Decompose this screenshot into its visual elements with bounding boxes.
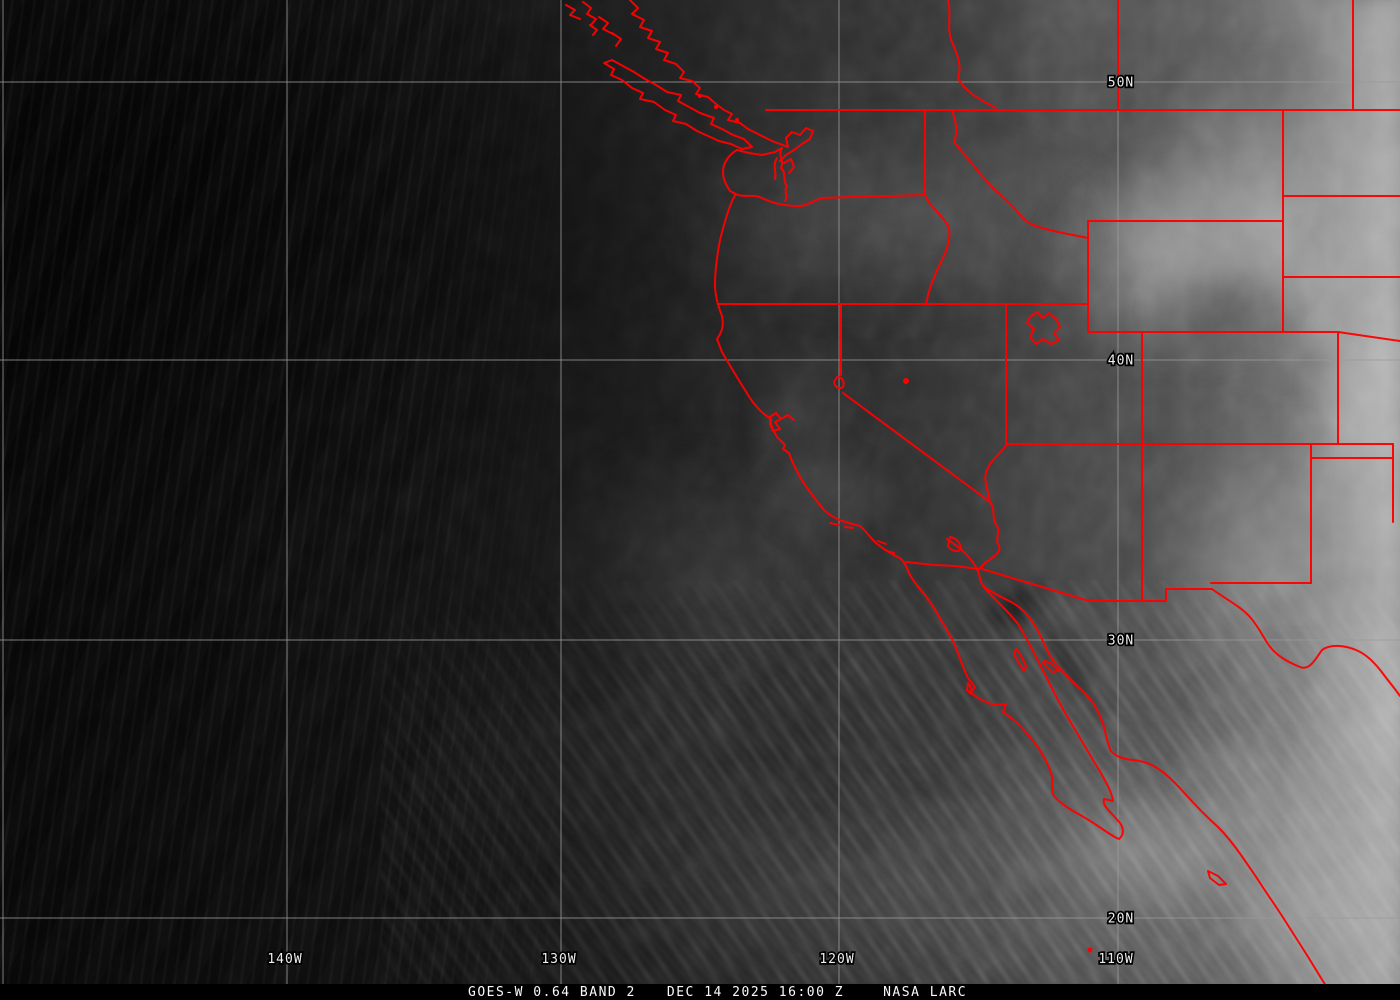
border-nv-az-river-path [984, 443, 1008, 503]
border-ca-mexico-path [905, 561, 979, 570]
strait-island-dot3 [735, 118, 739, 122]
border-id-mt-path [951, 109, 1089, 239]
strait-island-dot2 [714, 105, 718, 109]
rio-grande-path [1211, 588, 1400, 697]
puget-sound-path [773, 147, 795, 202]
lake-tahoe-path [833, 376, 845, 390]
border-ca-nv-path [840, 303, 991, 503]
isla-tiburon-path [1042, 660, 1059, 673]
coast-bc-mainland-path [629, 0, 814, 162]
grid-label-50N: 50N [1108, 76, 1134, 91]
grid-label-20N: 20N [1108, 912, 1134, 927]
border-az-nm-mexico-path [981, 568, 1213, 602]
channel-islands-path [829, 522, 895, 554]
map-borders [565, 0, 1400, 1000]
border-or-id-path [924, 194, 951, 305]
islas-marias-path [1207, 870, 1227, 886]
river-colorado-lower-path [977, 501, 1001, 571]
coastline-pacific-path [714, 149, 1124, 840]
caption-product: GOES-W 0.64 BAND 2 [468, 984, 636, 1000]
grid-label-140W: 140W [267, 952, 302, 967]
vancouver-island-path [603, 59, 753, 150]
scan-artifact-stripes [0, 0, 600, 1000]
caption-source: NASA LARC [883, 984, 968, 1000]
grid-label-130W: 130W [541, 952, 576, 967]
strait-juan-de-fuca-path [736, 147, 783, 156]
salton-sea-path [947, 536, 962, 553]
isla-socorro-dot [1087, 947, 1093, 953]
bc-islands-scribble-path [565, 1, 622, 47]
caption-bar: GOES-W 0.64 BAND 2 DEC 14 2025 16:00 Z N… [0, 984, 1400, 1000]
grid-label-30N: 30N [1108, 634, 1134, 649]
great-salt-lake-path [1026, 311, 1061, 345]
grid-label-120W: 120W [819, 952, 854, 967]
strait-island-dot1 [698, 94, 702, 98]
border-tx-ok-panhandle-path [1310, 443, 1394, 523]
isla-angel-guarda-path [1013, 648, 1027, 672]
border-41n-path [1087, 331, 1400, 342]
grid-label-110W: 110W [1098, 952, 1133, 967]
grid-label-40N: 40N [1108, 354, 1134, 369]
isla-cedros-path [966, 682, 973, 695]
san-francisco-bay-path [769, 412, 795, 432]
caption-datetime: DEC 14 2025 16:00 Z [666, 984, 845, 1000]
river-bc-path [947, 0, 997, 109]
pyramid-lake-dot [903, 378, 909, 384]
border-wa-or-path [732, 192, 926, 207]
grid-labels: 50N 40N 30N 20N 140W 130W 120W 110W [266, 74, 1135, 969]
coast-sonora-sinaloa-path [983, 586, 1333, 1000]
